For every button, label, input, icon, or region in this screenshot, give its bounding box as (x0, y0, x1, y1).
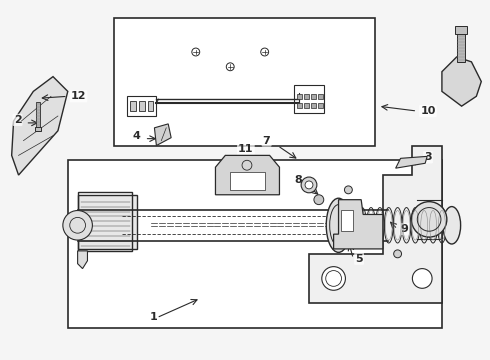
Text: 8: 8 (294, 175, 302, 185)
Bar (127, 96, 156, 116)
Polygon shape (309, 145, 442, 303)
Bar (342, 210, 353, 231)
Text: 2: 2 (14, 115, 22, 125)
Circle shape (412, 202, 447, 237)
Bar (304, 103, 309, 108)
Text: 10: 10 (420, 106, 436, 116)
Polygon shape (77, 251, 88, 269)
Bar (130, 101, 136, 111)
Polygon shape (442, 57, 481, 106)
Bar (311, 94, 316, 99)
Bar (147, 101, 153, 111)
Bar (318, 94, 323, 99)
Text: 11: 11 (238, 144, 254, 154)
Circle shape (301, 177, 317, 193)
Polygon shape (154, 124, 171, 145)
Polygon shape (334, 200, 383, 249)
Text: 6: 6 (468, 88, 476, 98)
Bar (114, 18, 375, 145)
Bar (35, 127, 41, 131)
Text: 4: 4 (133, 131, 141, 141)
Bar (294, 85, 324, 113)
Bar (297, 94, 302, 99)
Circle shape (305, 181, 313, 189)
Bar (230, 172, 265, 190)
Bar (455, 26, 466, 34)
Text: 9: 9 (400, 224, 409, 234)
Text: 5: 5 (355, 254, 363, 264)
Bar (318, 103, 323, 108)
Ellipse shape (326, 198, 351, 252)
Circle shape (322, 267, 345, 290)
Bar (304, 94, 309, 99)
Bar (77, 192, 132, 251)
Polygon shape (395, 156, 427, 168)
Bar (457, 32, 465, 62)
Text: 12: 12 (71, 91, 86, 101)
Text: 1: 1 (149, 312, 157, 322)
Ellipse shape (443, 207, 461, 244)
Bar (311, 103, 316, 108)
Bar (139, 101, 145, 111)
Circle shape (393, 250, 401, 258)
Text: 3: 3 (424, 152, 432, 162)
Circle shape (314, 195, 324, 204)
Polygon shape (216, 156, 279, 195)
Bar (68, 160, 442, 328)
Text: 7: 7 (263, 136, 270, 145)
Bar (297, 103, 302, 108)
Polygon shape (12, 77, 68, 175)
Circle shape (63, 211, 93, 240)
Circle shape (344, 186, 352, 194)
Bar (77, 195, 137, 249)
Bar (36, 102, 40, 127)
Circle shape (413, 269, 432, 288)
